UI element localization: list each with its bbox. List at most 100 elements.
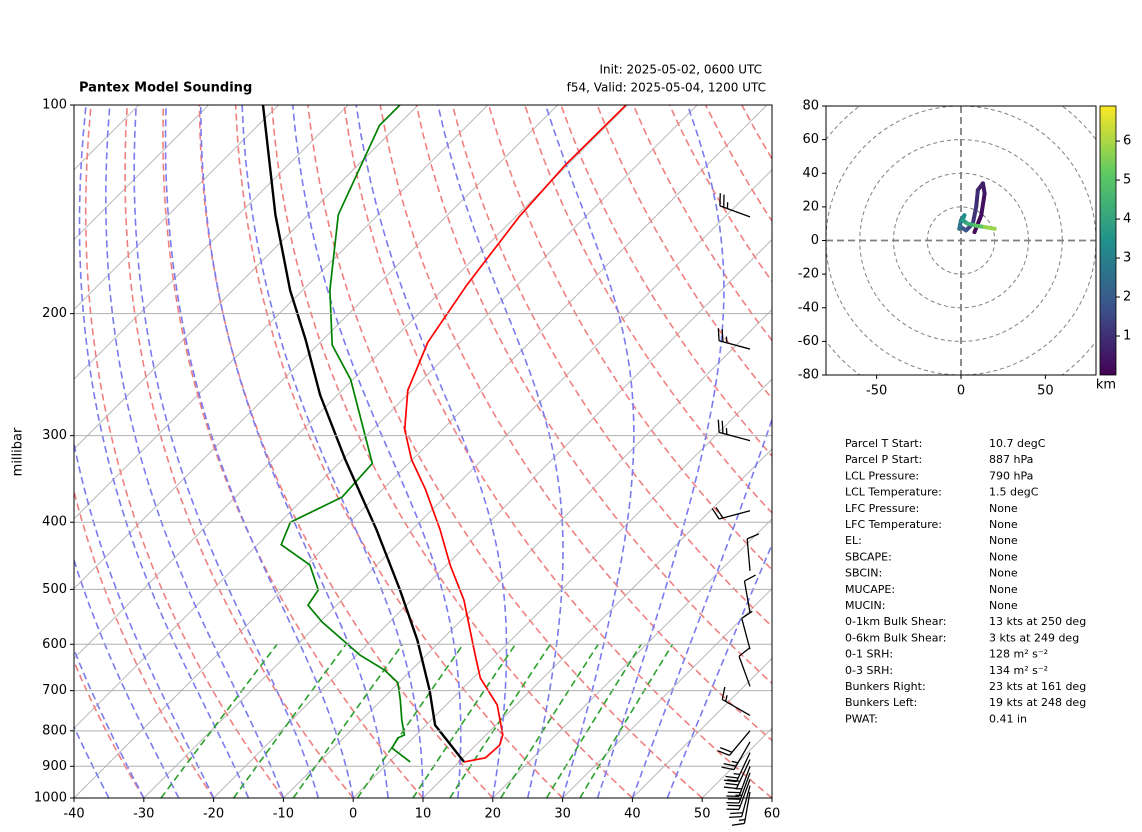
param-value: 887 hPa (989, 453, 1033, 466)
wind-barb (723, 752, 751, 783)
barb-feather (723, 762, 737, 767)
barb-staff (743, 580, 751, 613)
colorbar-tick-label: 6 (1123, 134, 1131, 149)
barb-staff (741, 785, 751, 817)
mixing-ratio-line (356, 643, 464, 798)
isotherm (213, 238, 772, 798)
dry-adiabat (198, 105, 494, 798)
moist-adiabat (74, 439, 215, 798)
barb-feather (717, 419, 720, 433)
y-tick-label: 500 (42, 582, 67, 597)
barb-feather (727, 779, 740, 782)
wind-barb (723, 759, 751, 790)
skewt-background (74, 105, 772, 798)
param-value: None (989, 583, 1018, 596)
param-value: 10.7 degC (989, 437, 1046, 450)
isotherm (143, 169, 772, 798)
moist-adiabat (631, 417, 772, 798)
y-tick-label: -60 (798, 334, 819, 349)
wind-barb (743, 574, 756, 613)
param-value: 0.41 in (989, 712, 1027, 725)
barb-feather (725, 782, 739, 786)
dry-adiabat (560, 105, 772, 458)
dry-adiabat (162, 105, 424, 798)
param-label: EL: (845, 534, 862, 547)
x-tick-label: 60 (764, 807, 781, 822)
isotherm (74, 105, 349, 380)
param-label: 0-6km Bulk Shear: (845, 631, 947, 644)
x-tick-label: -50 (866, 384, 887, 399)
colorbar-label: km (1096, 378, 1116, 393)
param-value: None (989, 567, 1018, 580)
param-label: 0-3 SRH: (845, 664, 893, 677)
colorbar-tick-label: 2 (1123, 290, 1131, 305)
barb-staff (728, 730, 751, 756)
param-value: None (989, 599, 1018, 612)
wind-barb (721, 741, 751, 771)
param-value: 19 kts at 248 deg (989, 696, 1086, 709)
wind-barb (731, 791, 751, 826)
moist-adiabat (104, 105, 285, 798)
dry-adiabat (668, 105, 772, 283)
wind-barb (717, 419, 751, 442)
param-label: Bunkers Right: (845, 680, 926, 693)
barb-staff (735, 752, 751, 782)
barb-staff (718, 431, 751, 442)
param-value: 790 hPa (989, 469, 1033, 482)
colorbar-tick-label: 3 (1123, 251, 1131, 266)
param-label: MUCIN: (845, 599, 885, 612)
param-value: None (989, 550, 1018, 563)
barb-staff (718, 510, 751, 520)
y-tick-label: 900 (42, 759, 67, 774)
param-label: Parcel P Start: (845, 453, 922, 466)
barb-feather (730, 812, 743, 815)
wind-barb (717, 328, 751, 350)
moist-adiabat (78, 105, 250, 798)
y-tick-label: 80 (802, 99, 819, 114)
barb-feather (711, 508, 720, 520)
isotherm (283, 308, 772, 798)
barb-feather (741, 610, 753, 619)
param-label: LCL Temperature: (845, 486, 942, 499)
y-axis-label: millibar (11, 427, 26, 476)
param-value: 1.5 degC (989, 486, 1039, 499)
wind-barb (741, 610, 753, 650)
dry-adiabat (307, 105, 703, 798)
y-tick-label: 1000 (34, 791, 67, 806)
y-tick-label: 20 (802, 199, 819, 214)
barb-staff (741, 618, 751, 650)
y-tick-label: -20 (798, 267, 819, 282)
y-tick-label: 0 (811, 233, 819, 248)
subtitle: Init: 2025-05-02, 0600 UTC (599, 63, 762, 77)
barb-staff (733, 741, 751, 770)
x-tick-label: 30 (554, 807, 571, 822)
dry-adiabat (74, 487, 215, 798)
colorbar-tick-label: 5 (1123, 173, 1131, 188)
param-label: Bunkers Left: (845, 696, 917, 709)
skewt-data (261, 105, 627, 763)
x-tick-label: -30 (133, 807, 154, 822)
moist-adiabat (241, 105, 424, 798)
param-value: 128 m² s⁻² (989, 648, 1048, 661)
hodo-segment (972, 213, 984, 235)
y-tick-label: -80 (798, 368, 819, 383)
barb-feather (731, 822, 745, 826)
y-tick-label: 60 (802, 132, 819, 147)
barb-feather (721, 766, 735, 771)
y-tick-label: 40 (802, 166, 819, 181)
x-tick-label: 20 (485, 807, 502, 822)
barb-feather (723, 779, 737, 783)
y-tick-label: 400 (42, 515, 67, 530)
isotherm (74, 105, 768, 798)
moist-adiabat (164, 105, 354, 798)
colorbar-tick-label: 1 (1123, 329, 1131, 344)
barb-staff (735, 759, 751, 789)
moist-adiabat (596, 105, 725, 798)
wind-barb (738, 647, 751, 687)
wind-barb (721, 686, 751, 716)
isotherm (422, 448, 772, 798)
chart-title: Pantex Model Sounding (79, 81, 252, 96)
barb-feather (719, 747, 733, 753)
wind-barb (726, 779, 751, 811)
